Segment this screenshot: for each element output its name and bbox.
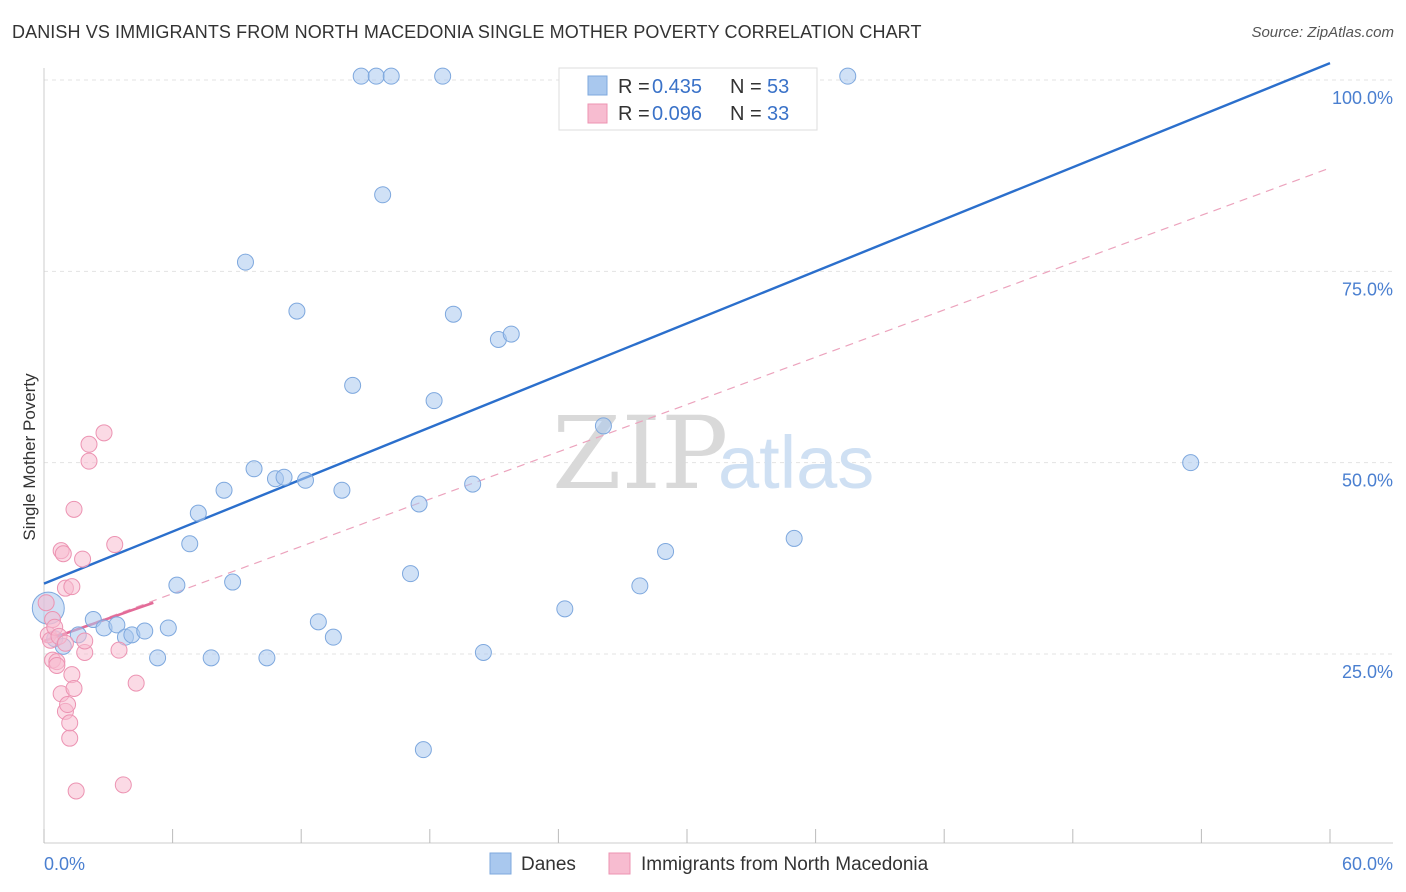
data-points [31, 67, 1200, 800]
legend-swatch-danes [489, 852, 512, 875]
point-danes-31 [374, 186, 392, 204]
y-tick-labels: 25.0% 50.0% 75.0% 100.0% [1332, 88, 1393, 682]
point-danes-39 [464, 475, 482, 493]
point-danes-32 [382, 67, 400, 85]
stats-legend-swatch-macedonia [587, 103, 608, 124]
stats-legend-swatch-danes [587, 75, 608, 96]
point-macedonia-25 [76, 632, 94, 650]
point-danes-36 [425, 392, 443, 410]
y-axis-title: Single Mother Poverty [20, 373, 39, 541]
point-macedonia-30 [110, 641, 128, 659]
stats-legend-n-value-macedonia: 33 [767, 103, 789, 125]
point-macedonia-18 [63, 578, 81, 596]
chart-source: Source: ZipAtlas.com [1251, 24, 1394, 41]
point-danes-38 [444, 305, 462, 323]
point-danes-35 [410, 495, 428, 513]
stats-legend-n-label-macedonia: N = [730, 103, 762, 125]
point-macedonia-11 [54, 545, 72, 563]
stats-legend-r-label-macedonia: R = [618, 103, 650, 125]
point-danes-26 [324, 628, 342, 646]
point-danes-45 [594, 417, 612, 435]
axes-layer [43, 68, 1393, 844]
point-danes-29 [352, 67, 370, 85]
point-danes-24 [296, 471, 314, 489]
point-danes-43 [556, 600, 574, 618]
point-danes-47 [657, 542, 675, 560]
stats-legend-r-label-danes: R = [618, 76, 650, 98]
point-danes-46 [631, 577, 649, 595]
point-danes-20 [258, 649, 276, 667]
stats-legend-n-value-danes: 53 [767, 76, 789, 98]
y-tick-label-1: 50.0% [1342, 471, 1393, 491]
x-tick-label-min: 0.0% [44, 854, 85, 874]
stats-legend-r-value-macedonia: 0.096 [652, 103, 702, 125]
point-macedonia-16 [61, 729, 79, 747]
point-macedonia-28 [95, 424, 113, 442]
y-tick-label-3: 100.0% [1332, 88, 1393, 108]
point-danes-18 [236, 253, 254, 271]
legend-label-danes: Danes [521, 854, 576, 875]
trend-lines [43, 62, 1331, 643]
point-macedonia-15 [59, 696, 77, 714]
watermark-atlas: atlas [718, 421, 874, 504]
point-danes-34 [414, 741, 432, 759]
point-macedonia-29 [106, 536, 124, 554]
point-macedonia-20 [65, 500, 83, 518]
point-macedonia-31 [114, 776, 132, 794]
point-danes-15 [202, 649, 220, 667]
point-danes-30 [367, 67, 385, 85]
y-tick-label-2: 75.0% [1342, 279, 1393, 299]
point-danes-37 [434, 67, 452, 85]
point-danes-49 [785, 529, 803, 547]
legend-item-macedonia[interactable]: Immigrants from North Macedonia [608, 852, 929, 875]
point-danes-10 [149, 649, 167, 667]
point-danes-27 [333, 481, 351, 499]
point-danes-19 [245, 460, 263, 478]
point-macedonia-23 [74, 550, 92, 568]
point-danes-6 [108, 616, 126, 634]
point-danes-50 [839, 67, 857, 85]
legend-swatch-macedonia [608, 852, 631, 875]
x-tick-label-max: 60.0% [1342, 854, 1393, 874]
point-danes-25 [309, 613, 327, 631]
point-macedonia-7 [48, 656, 66, 674]
trend-line-danes [43, 62, 1331, 585]
point-danes-28 [344, 376, 362, 394]
point-danes-14 [189, 504, 207, 522]
point-macedonia-22 [67, 782, 85, 800]
legend-item-danes[interactable]: Danes [489, 852, 576, 875]
point-macedonia-17 [61, 714, 79, 732]
series-legend: Danes Immigrants from North Macedonia [489, 852, 929, 875]
point-macedonia-13 [56, 634, 74, 652]
point-danes-33 [402, 565, 420, 583]
point-macedonia-0 [37, 594, 55, 612]
point-danes-17 [224, 573, 242, 591]
stats-legend: R = 0.435 N = 53 R = 0.096 N = 33 [558, 67, 818, 131]
point-macedonia-26 [80, 435, 98, 453]
point-danes-40 [474, 643, 492, 661]
point-danes-42 [502, 325, 520, 343]
trend-line-macedonia-extended [43, 167, 1331, 642]
point-macedonia-27 [80, 452, 98, 470]
stats-legend-n-label-danes: N = [730, 76, 762, 98]
grid-layer [44, 79, 1393, 655]
y-tick-label-0: 25.0% [1342, 662, 1393, 682]
point-danes-11 [159, 619, 177, 637]
point-danes-23 [288, 302, 306, 320]
point-danes-13 [181, 535, 199, 553]
point-danes-9 [136, 622, 154, 640]
stats-legend-r-value-danes: 0.435 [652, 76, 702, 98]
point-danes-12 [168, 576, 186, 594]
point-danes-22 [275, 468, 293, 486]
watermark: ZIP atlas [552, 395, 874, 512]
point-danes-51 [1182, 454, 1200, 472]
chart-title: DANISH VS IMMIGRANTS FROM NORTH MACEDONI… [12, 22, 922, 42]
point-danes-16 [215, 481, 233, 499]
legend-label-macedonia: Immigrants from North Macedonia [641, 854, 929, 875]
point-macedonia-32 [127, 674, 145, 692]
watermark-zip: ZIP [552, 395, 728, 512]
point-macedonia-21 [65, 679, 83, 697]
